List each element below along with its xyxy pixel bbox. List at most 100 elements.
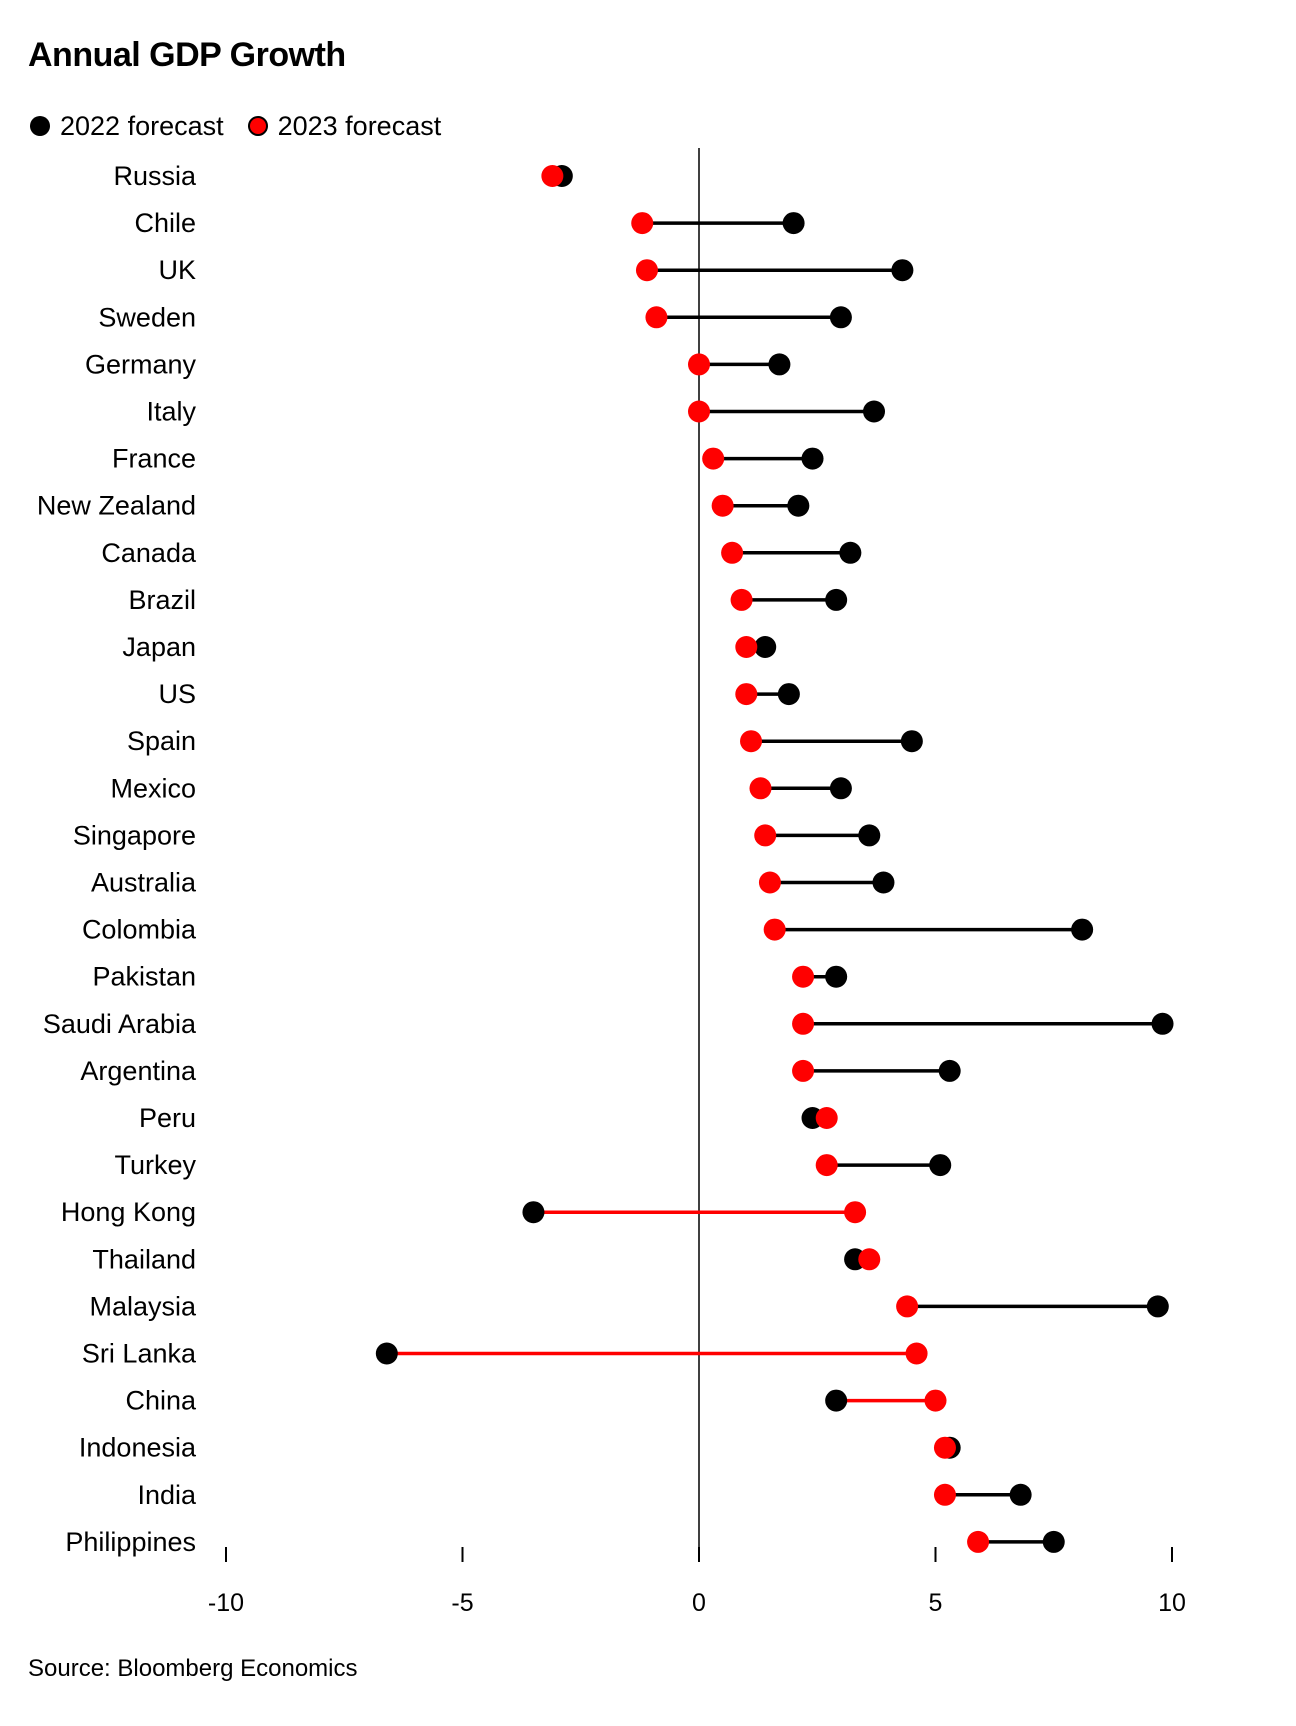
point-2023 [967,1530,990,1553]
legend-swatch-2023 [247,116,268,136]
point-2022 [768,353,791,376]
point-2023 [924,1389,947,1412]
point-2022 [829,777,852,800]
category-label: Peru [139,1103,196,1133]
point-2022 [829,306,852,329]
category-label: Japan [122,632,196,662]
point-2022 [825,965,848,988]
point-2023 [645,306,668,329]
point-2023 [730,588,753,611]
category-label: Philippines [65,1527,196,1557]
point-2023 [844,1201,867,1224]
category-label: China [125,1386,197,1416]
point-2022 [1042,1530,1065,1553]
category-label: Russia [113,161,197,191]
point-2022 [787,494,810,517]
category-label: Mexico [110,773,196,803]
point-2023 [735,636,758,658]
point-2023 [763,918,786,941]
category-label: Thailand [92,1244,196,1274]
point-2023 [635,259,658,282]
legend-item-2023: 2023 forecast [247,110,442,142]
category-label: New Zealand [37,491,196,521]
point-2022 [825,1389,848,1412]
category-label: Argentina [80,1056,197,1086]
chart-title: Annual GDP Growth [28,36,346,74]
point-2023 [905,1342,928,1365]
point-2023 [688,400,710,423]
legend-swatch-2022 [30,116,50,136]
point-2022 [891,259,914,282]
category-label: Colombia [82,915,197,945]
point-2023 [815,1154,838,1177]
point-2022 [900,730,923,753]
category-label: India [137,1480,197,1510]
point-2022 [938,1059,961,1082]
point-2023 [933,1436,956,1459]
x-tick-label: 0 [692,1589,706,1617]
point-2022 [825,588,848,611]
category-label: Germany [85,349,197,379]
legend-label-2023: 2023 forecast [277,110,442,141]
point-2023 [735,683,758,706]
category-label: Chile [134,208,196,238]
point-2022 [929,1154,952,1177]
x-tick-label: -5 [451,1589,473,1617]
point-2023 [702,447,725,470]
category-label: Singapore [73,820,196,850]
category-label: Australia [91,868,197,898]
point-2022 [777,683,800,706]
category-label: France [112,444,196,474]
point-2022 [782,212,805,235]
category-label: Canada [101,538,197,568]
point-2022 [872,871,895,894]
point-2022 [375,1342,398,1365]
point-2023 [792,1012,815,1035]
legend-item-2022: 2022 forecast [30,111,224,142]
category-label: Sweden [98,302,196,332]
category-label: Indonesia [79,1433,197,1463]
point-2022 [754,636,777,658]
point-2022 [1146,1295,1169,1318]
legend-label-2022: 2022 forecast [60,110,224,141]
point-2023 [754,824,777,847]
point-2023 [758,871,781,894]
category-label: UK [158,255,196,285]
point-2023 [631,212,654,235]
point-2023 [815,1107,838,1129]
category-label: Italy [146,397,196,427]
category-label: Brazil [128,585,196,615]
point-2022 [863,400,886,423]
category-label: Sri Lanka [82,1339,197,1369]
category-label: Pakistan [92,962,196,992]
point-2023 [688,353,710,376]
point-2022 [1071,918,1094,941]
point-2022 [1009,1483,1032,1506]
category-label: Saudi Arabia [43,1009,197,1039]
category-label: Spain [127,726,196,756]
point-2023 [740,730,763,753]
point-2023 [749,777,772,800]
legend: 2022 forecast 2023 forecast [30,108,465,144]
point-2023 [896,1295,919,1318]
point-2022 [522,1201,545,1224]
point-2023 [792,965,815,988]
point-2022 [801,447,824,470]
point-2023 [721,541,744,564]
x-tick-label: -10 [208,1589,244,1617]
point-2023 [711,494,734,517]
source-note: Source: Bloomberg Economics [28,1655,358,1682]
point-2023 [792,1059,815,1082]
point-2022 [839,541,862,564]
category-label: Hong Kong [61,1197,196,1227]
point-2022 [1151,1012,1174,1035]
category-label: US [158,679,196,709]
point-2022 [858,824,881,847]
point-2023 [933,1483,956,1506]
x-tick-label: 5 [929,1589,943,1617]
category-label: Malaysia [89,1291,197,1321]
point-2023 [858,1248,881,1271]
x-tick-label: 10 [1158,1589,1186,1617]
point-2023 [541,165,564,187]
